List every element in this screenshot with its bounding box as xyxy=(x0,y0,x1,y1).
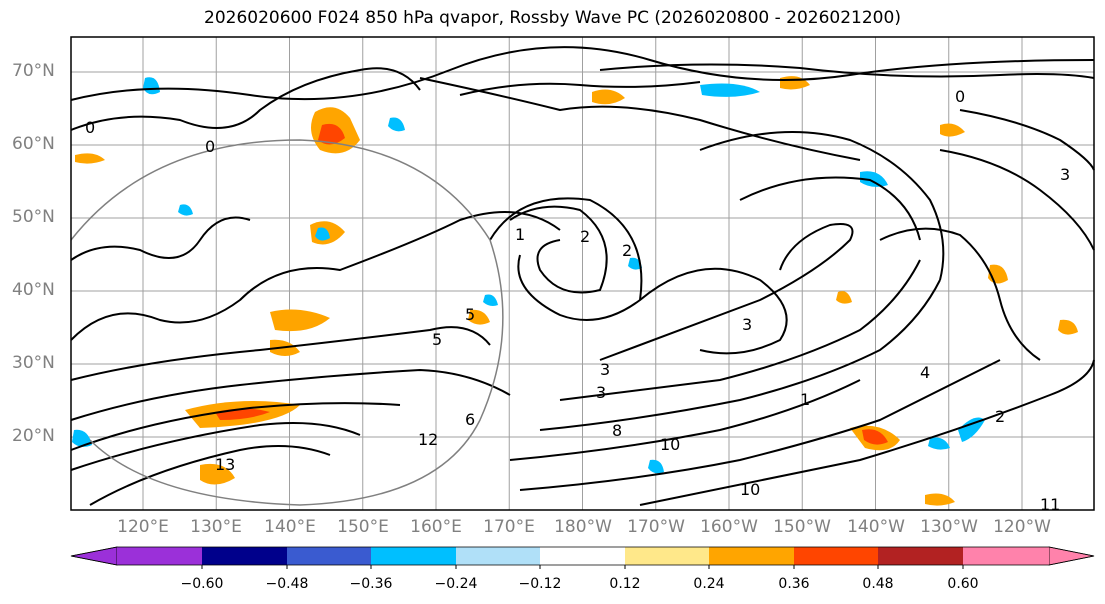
lon-label: 170°W xyxy=(627,517,685,537)
anomaly-patch xyxy=(318,123,345,145)
contour-label: 0 xyxy=(955,87,965,106)
colorbar-tick-label: 0.12 xyxy=(609,576,641,592)
colorbar-box xyxy=(625,547,709,565)
anomaly-patch xyxy=(315,227,330,241)
anomaly-patch xyxy=(200,463,235,485)
anomaly-patch xyxy=(1058,319,1078,335)
colorbar-box xyxy=(202,547,287,565)
lon-label: 150°E xyxy=(337,517,389,537)
colorbar-frame xyxy=(70,546,1095,566)
contour-label: 11 xyxy=(1040,495,1060,514)
anomaly-patch xyxy=(178,204,193,216)
anomaly-patch xyxy=(75,153,105,164)
lon-label: 150°W xyxy=(773,517,831,537)
lat-label: 50°N xyxy=(12,207,55,227)
contour-label: 1 xyxy=(515,225,525,244)
colorbar-box xyxy=(540,547,625,565)
lon-label: 160°E xyxy=(410,517,462,537)
colorbar-box xyxy=(878,547,963,565)
colorbar-box xyxy=(794,547,878,565)
contour-label: 3 xyxy=(742,315,752,334)
lon-label: 180°W xyxy=(554,517,612,537)
colorbar-box xyxy=(371,547,456,565)
contour-label: 5 xyxy=(465,305,475,324)
contour-label: 13 xyxy=(215,455,235,474)
anomaly-patch xyxy=(860,171,888,187)
lon-label: 120°E xyxy=(117,517,169,537)
lon-label: 140°E xyxy=(264,517,316,537)
colorbar-tick-label: −0.48 xyxy=(265,576,309,592)
contour-label: 0 xyxy=(85,118,95,137)
colorbar-box xyxy=(117,547,202,565)
map-frame xyxy=(70,36,1095,511)
contour-label: 5 xyxy=(432,330,442,349)
lon-label: 160°W xyxy=(700,517,758,537)
anomaly-patch xyxy=(940,123,965,137)
contour-label: 10 xyxy=(740,480,760,499)
anomaly-patch xyxy=(700,83,760,97)
contour-label: 12 xyxy=(418,430,438,449)
anomaly-patch xyxy=(270,309,330,332)
contour-label: 2 xyxy=(580,227,590,246)
contour-label: 3 xyxy=(596,383,606,402)
contour-label: 2 xyxy=(622,241,632,260)
colorbar-tick-label: 0.60 xyxy=(947,576,979,592)
lat-label: 60°N xyxy=(12,134,55,154)
lon-label: 130°W xyxy=(920,517,978,537)
colorbar-extend-max xyxy=(1048,546,1095,566)
colorbar-tick-label: −0.36 xyxy=(349,576,393,592)
contour-label: 3 xyxy=(600,360,610,379)
colorbar-extend-min xyxy=(70,546,118,566)
lon-label: 170°E xyxy=(483,517,535,537)
anomaly-patch xyxy=(592,89,625,105)
lat-label: 70°N xyxy=(12,61,55,81)
anomaly-patch xyxy=(483,294,498,306)
anomaly-patch xyxy=(862,429,888,445)
colorbar xyxy=(70,546,1095,569)
colorbar-box xyxy=(456,547,540,565)
contour-label: 8 xyxy=(612,421,622,440)
anomaly-patch xyxy=(72,429,92,447)
anomaly-patch xyxy=(928,437,950,450)
lat-label: 20°N xyxy=(12,426,55,446)
contour-label: 4 xyxy=(920,363,930,382)
contour-label: 6 xyxy=(465,410,475,429)
contour-label: 2 xyxy=(995,407,1005,426)
contour-label: 0 xyxy=(205,137,215,156)
colorbar-tick-label: −0.12 xyxy=(518,576,562,592)
gridlines xyxy=(71,37,1094,510)
colorbar-box xyxy=(963,547,1049,565)
map-title: 2026020600 F024 850 hPa qvapor, Rossby W… xyxy=(204,8,901,28)
anomaly-patch xyxy=(958,417,985,442)
colorbar-tick-label: 0.24 xyxy=(693,576,725,592)
colorbar-tick-label: 0.36 xyxy=(778,576,810,592)
lon-label: 140°W xyxy=(847,517,905,537)
anomaly-patch xyxy=(836,291,852,304)
anomaly-patch xyxy=(925,493,955,506)
lat-label: 30°N xyxy=(12,353,55,373)
anomaly-patch xyxy=(388,117,405,132)
colorbar-box xyxy=(287,547,371,565)
anomaly-patch xyxy=(648,459,664,474)
colorbar-tick-label: −0.60 xyxy=(180,576,224,592)
colorbar-tick-label: 0.48 xyxy=(862,576,894,592)
colorbar-box xyxy=(709,547,794,565)
great-circle xyxy=(70,139,504,506)
contour-label: 3 xyxy=(1060,165,1070,184)
lon-label: 130°E xyxy=(190,517,242,537)
lat-label: 40°N xyxy=(12,280,55,300)
colorbar-tick-label: −0.24 xyxy=(434,576,478,592)
lon-label: 120°W xyxy=(993,517,1051,537)
contour-label: 10 xyxy=(660,435,680,454)
anomaly-patch xyxy=(468,309,490,325)
contour-label: 1 xyxy=(800,390,810,409)
